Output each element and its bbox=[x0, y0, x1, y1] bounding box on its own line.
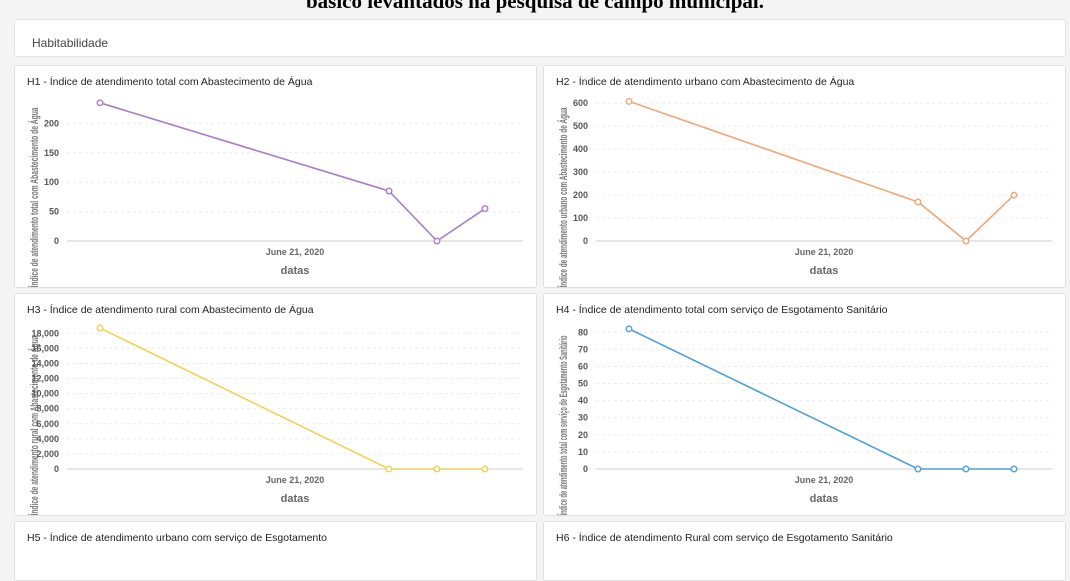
x-axis-title: datas bbox=[281, 493, 310, 505]
y-tick-label: 10 bbox=[578, 447, 588, 457]
data-point bbox=[385, 465, 393, 473]
y-axis-title: Índice de atendimento rural com Abasteci… bbox=[28, 335, 41, 516]
series-line bbox=[99, 327, 485, 470]
data-point bbox=[481, 205, 489, 213]
y-tick-label: 80 bbox=[578, 327, 588, 337]
y-tick-label: 16,000 bbox=[31, 343, 59, 353]
y-axis-title: Índice de atendimento urbano com Abastec… bbox=[557, 107, 570, 288]
y-tick-label: 300 bbox=[573, 167, 588, 177]
y-tick-label: 200 bbox=[44, 118, 59, 128]
y-tick-label: 6,000 bbox=[36, 419, 59, 429]
y-tick-label: 50 bbox=[49, 207, 59, 217]
y-tick-label: 400 bbox=[573, 144, 588, 154]
y-tick-label: 600 bbox=[573, 98, 588, 108]
x-tick-label: June 21, 2020 bbox=[266, 247, 325, 257]
chart-h1-plot: Índice de atendimento total com Abasteci… bbox=[28, 99, 523, 288]
y-tick-label: 60 bbox=[578, 361, 588, 371]
y-tick-label: 0 bbox=[54, 236, 59, 246]
y-tick-label: 100 bbox=[573, 213, 588, 223]
chart-h2-plot: Índice de atendimento urbano com Abastec… bbox=[557, 97, 1052, 288]
x-tick-label: June 21, 2020 bbox=[795, 475, 854, 485]
chart-card-h5: H5 - Índice de atendimento urbano com se… bbox=[14, 521, 537, 581]
y-tick-label: 200 bbox=[573, 190, 588, 200]
series-line bbox=[628, 328, 1014, 470]
data-point bbox=[1010, 191, 1018, 199]
section-habitabilidade: Habitabilidade bbox=[14, 19, 1066, 57]
y-tick-label: 10,000 bbox=[31, 389, 59, 399]
data-point bbox=[962, 237, 970, 245]
series-line bbox=[628, 100, 1015, 243]
y-tick-label: 2,000 bbox=[36, 449, 59, 459]
y-tick-label: 150 bbox=[44, 148, 59, 158]
chart-title: H3 - Índice de atendimento rural com Aba… bbox=[27, 304, 314, 316]
y-tick-label: 20 bbox=[578, 430, 588, 440]
x-axis-title: datas bbox=[810, 265, 839, 277]
y-tick-label: 14,000 bbox=[31, 358, 59, 368]
data-point bbox=[96, 99, 104, 107]
data-point bbox=[433, 465, 441, 473]
y-tick-label: 0 bbox=[583, 236, 588, 246]
y-tick-label: 0 bbox=[583, 464, 588, 474]
data-point bbox=[1010, 465, 1018, 473]
data-point bbox=[914, 465, 922, 473]
chart-card-h3: H3 - Índice de atendimento rural com Aba… bbox=[14, 293, 537, 516]
x-tick-label: June 21, 2020 bbox=[266, 475, 325, 485]
page-header-text: básico levantados na pesquisa de campo m… bbox=[305, 0, 764, 13]
x-axis-title: datas bbox=[281, 265, 310, 277]
data-point bbox=[625, 325, 633, 333]
y-tick-label: 12,000 bbox=[31, 374, 59, 384]
data-point bbox=[625, 97, 633, 105]
chart-h4-plot: Índice de atendimento total com serviço … bbox=[557, 325, 1052, 515]
data-point bbox=[914, 198, 922, 206]
y-tick-label: 18,000 bbox=[31, 328, 59, 338]
y-tick-label: 30 bbox=[578, 413, 588, 423]
x-tick-label: June 21, 2020 bbox=[795, 247, 854, 257]
y-tick-label: 4,000 bbox=[36, 434, 59, 444]
y-tick-label: 8,000 bbox=[36, 404, 59, 414]
chart-title: H1 - Índice de atendimento total com Aba… bbox=[27, 76, 313, 88]
y-tick-label: 0 bbox=[54, 464, 59, 474]
data-point bbox=[962, 465, 970, 473]
y-axis-title: Índice de atendimento total com Abasteci… bbox=[28, 107, 41, 288]
series-line bbox=[99, 102, 486, 243]
data-point bbox=[433, 237, 441, 245]
chart-card-h6: H6 - Índice de atendimento Rural com ser… bbox=[543, 521, 1066, 581]
chart-title: H2 - Índice de atendimento urbano com Ab… bbox=[556, 76, 855, 88]
chart-card-h2: H2 - Índice de atendimento urbano com Ab… bbox=[543, 65, 1066, 288]
section-label: Habitabilidade bbox=[32, 36, 109, 50]
chart-card-h4: H4 - Índice de atendimento total com ser… bbox=[543, 293, 1066, 516]
y-tick-label: 40 bbox=[578, 396, 588, 406]
chart-title: H4 - Índice de atendimento total com ser… bbox=[556, 304, 888, 316]
y-tick-label: 100 bbox=[44, 177, 59, 187]
y-tick-label: 50 bbox=[578, 379, 588, 389]
chart-title: H6 - Índice de atendimento Rural com ser… bbox=[556, 532, 893, 544]
chart-card-h1: H1 - Índice de atendimento total com Aba… bbox=[14, 65, 537, 288]
data-point bbox=[481, 465, 489, 473]
y-tick-label: 70 bbox=[578, 344, 588, 354]
data-point bbox=[96, 324, 104, 332]
chart-title: H5 - Índice de atendimento urbano com se… bbox=[27, 532, 328, 544]
data-point bbox=[385, 187, 393, 195]
y-axis-title: Índice de atendimento total com serviço … bbox=[557, 335, 570, 515]
y-tick-label: 500 bbox=[573, 121, 588, 131]
x-axis-title: datas bbox=[810, 493, 839, 505]
chart-h3-plot: Índice de atendimento rural com Abasteci… bbox=[28, 324, 523, 516]
